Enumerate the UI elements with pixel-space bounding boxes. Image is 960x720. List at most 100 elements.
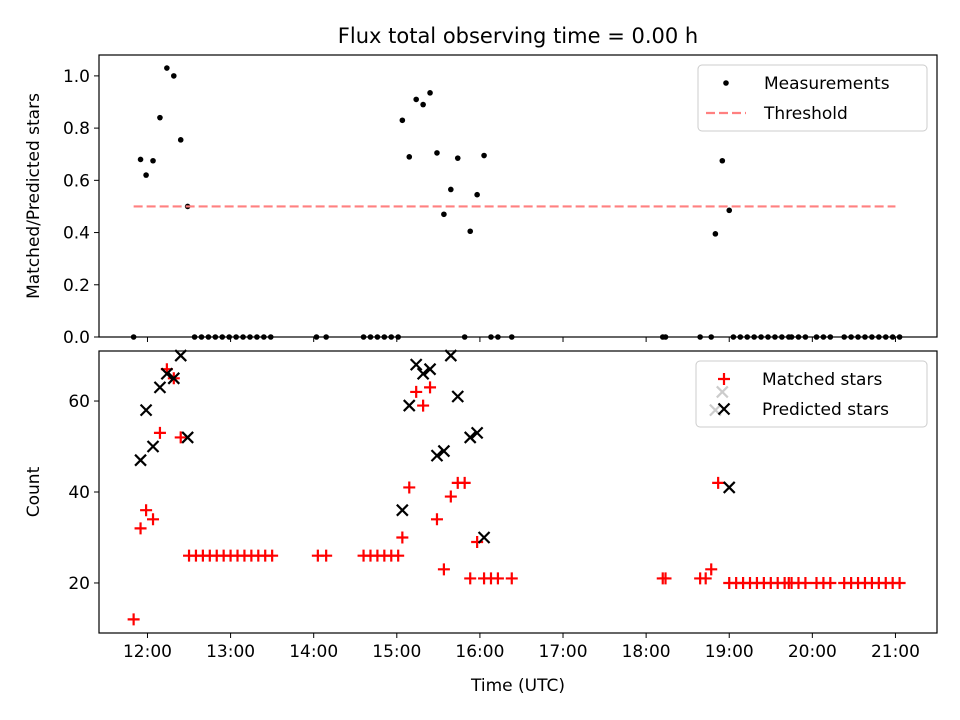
- data-point: [444, 490, 457, 503]
- data-point: [758, 334, 764, 340]
- data-point: [388, 334, 395, 340]
- data-point: [417, 399, 430, 412]
- data-point: [134, 453, 147, 467]
- y-axis-label: Count: [24, 466, 44, 517]
- plot-frame: [98, 54, 938, 338]
- data-point: [699, 572, 712, 585]
- data-point: [416, 367, 430, 381]
- data-point: [323, 334, 329, 340]
- data-point: [876, 334, 882, 340]
- data-point: [143, 172, 149, 178]
- data-point: [153, 381, 167, 394]
- data-point: [799, 576, 812, 589]
- data-point: [160, 367, 174, 381]
- x-tick-label: 19:00: [705, 642, 754, 662]
- data-point: [153, 426, 166, 439]
- data-point: [737, 334, 744, 340]
- data-point: [430, 449, 444, 462]
- data-point: [855, 334, 861, 340]
- x-tick-label: 14:00: [289, 642, 338, 662]
- data-point: [130, 334, 137, 340]
- data-point: [427, 90, 433, 96]
- data-point: [889, 334, 896, 340]
- data-point: [802, 334, 809, 340]
- data-point: [313, 334, 320, 340]
- data-point: [205, 334, 212, 340]
- data-point: [827, 334, 834, 340]
- data-point: [396, 531, 409, 544]
- data-point: [392, 549, 405, 562]
- data-point: [441, 211, 447, 218]
- data-point: [662, 334, 669, 340]
- data-point: [882, 334, 889, 340]
- x-axis-label: Time (UTC): [470, 676, 565, 696]
- data-point: [212, 334, 219, 340]
- series-matched-stars: [127, 363, 906, 626]
- data-point: [795, 334, 802, 340]
- data-point: [772, 334, 778, 340]
- data-point: [726, 207, 733, 214]
- data-point: [869, 334, 875, 340]
- data-point: [848, 334, 854, 340]
- data-point: [254, 334, 260, 340]
- legend-label: Measurements: [764, 74, 890, 94]
- data-point: [697, 334, 703, 340]
- data-point: [451, 390, 465, 403]
- data-point: [247, 334, 253, 340]
- data-point: [240, 334, 246, 340]
- data-point: [488, 334, 494, 340]
- series-measurements: [130, 65, 903, 340]
- data-point: [464, 572, 477, 585]
- data-point: [722, 481, 736, 494]
- data-point: [437, 563, 450, 576]
- y-axis-label: Matched/Predicted stars: [24, 93, 44, 299]
- data-point: [434, 150, 440, 156]
- data-point: [174, 349, 187, 362]
- data-point: [420, 101, 426, 108]
- data-point: [167, 372, 181, 385]
- data-point: [424, 381, 437, 394]
- data-point: [712, 476, 725, 489]
- data-point: [396, 503, 409, 517]
- data-point: [448, 186, 454, 193]
- data-point: [454, 155, 461, 161]
- y-tick-label: 0.2: [63, 276, 90, 296]
- data-point: [177, 137, 184, 143]
- legend-label: Predicted stars: [762, 400, 889, 420]
- data-point: [409, 358, 423, 371]
- legend: Matched stars Predicted stars: [695, 360, 928, 428]
- data-point: [367, 334, 374, 340]
- data-point: [477, 531, 491, 544]
- data-point: [820, 334, 827, 340]
- x-tick-label: 17:00: [539, 642, 588, 662]
- x-tick-label: 20:00: [788, 642, 837, 662]
- data-point: [458, 476, 471, 489]
- data-point: [430, 513, 443, 526]
- x-tick-label: 15:00: [372, 642, 421, 662]
- data-point: [788, 334, 795, 340]
- data-point: [505, 572, 518, 585]
- data-point: [146, 440, 160, 453]
- data-point: [423, 362, 437, 376]
- y-tick-label: 20: [68, 574, 90, 594]
- data-point: [267, 334, 274, 340]
- data-point: [137, 156, 144, 163]
- series-predicted-stars: [134, 349, 736, 544]
- y-tick-label: 0.0: [63, 328, 90, 348]
- legend-box: [697, 64, 928, 132]
- data-point: [174, 431, 187, 444]
- data-point: [751, 334, 757, 340]
- legend-label: Matched stars: [762, 370, 882, 390]
- data-point: [170, 73, 177, 79]
- data-point: [705, 563, 718, 576]
- x-tick-label: 13:00: [206, 642, 255, 662]
- data-point: [395, 334, 401, 340]
- legend-box: [695, 360, 928, 428]
- data-point: [157, 114, 163, 121]
- legend: Measurements Threshold: [697, 64, 928, 132]
- data-point: [219, 334, 226, 340]
- data-point: [470, 426, 484, 440]
- data-point: [708, 334, 715, 340]
- y-tick-label: 0.4: [63, 224, 90, 244]
